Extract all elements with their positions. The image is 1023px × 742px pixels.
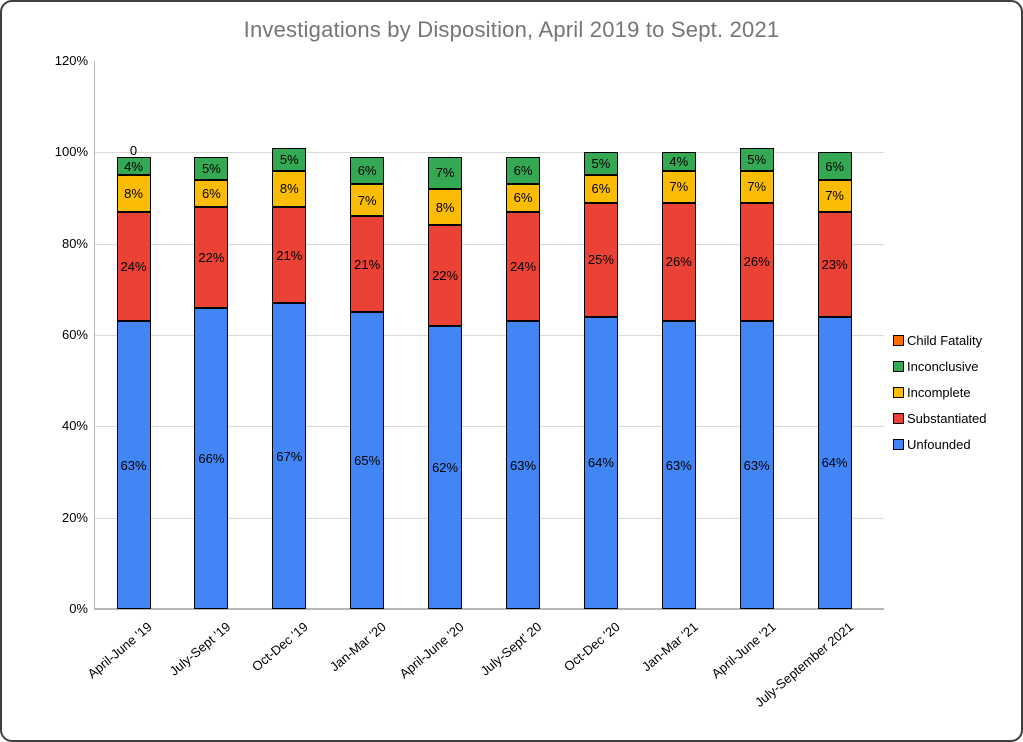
x-axis-tick-label: Oct-Dec '20 (560, 619, 623, 675)
y-axis-tick-label: 120% (54, 53, 88, 68)
bar-segment-unfounded: 64% (817, 316, 852, 609)
bar-segment-unfounded: 64% (583, 316, 618, 609)
bar-segment-inconclusive: 6% (350, 156, 385, 185)
x-axis-tick-label: April-June '20 (396, 619, 467, 682)
legend-swatch (893, 335, 904, 346)
y-axis-tick-label: 40% (61, 418, 88, 434)
gridline (94, 426, 884, 428)
legend-label: Child Fatality (907, 333, 983, 348)
x-axis-tick-label: July-Sept '19 (166, 619, 234, 679)
legend-swatch (893, 413, 904, 424)
legend-item-substantiated: Substantiated (893, 411, 987, 426)
x-axis-tick-label: July-Sept' 20 (477, 619, 545, 679)
legend-swatch (893, 439, 904, 450)
bar-segment-inconclusive: 5% (739, 147, 774, 171)
legend-label: Incomplete (907, 385, 971, 400)
y-axis-tick-label: 80% (61, 235, 88, 251)
gridline (94, 152, 884, 154)
bar-segment-unfounded: 65% (350, 312, 385, 609)
bar-segment-substantiated: 22% (428, 225, 463, 326)
bar-segment-incomplete: 7% (817, 179, 852, 212)
bar-segment-incomplete: 7% (739, 170, 774, 203)
bar-segment-incomplete: 8% (272, 170, 307, 208)
y-axis-line (94, 61, 95, 609)
bar-segment-unfounded: 63% (116, 321, 151, 609)
bar-segment-unfounded: 63% (661, 321, 696, 609)
legend: Child Fatality Inconclusive Incomplete Subs… (893, 333, 987, 463)
bar-segment-substantiated: 22% (194, 207, 229, 308)
bar-segment-inconclusive: 4% (116, 156, 151, 176)
y-axis-tick-label: 20% (61, 509, 88, 525)
x-axis-tick-label: Jan-Mar '21 (638, 619, 701, 675)
bar-segment-substantiated: 25% (583, 202, 618, 317)
legend-label: Substantiated (907, 411, 987, 426)
bar-segment-unfounded: 63% (506, 321, 540, 609)
bar-segment-inconclusive: 6% (817, 152, 852, 180)
legend-label: Inconclusive (907, 359, 979, 374)
legend-swatch (893, 361, 904, 372)
gridline (94, 517, 884, 519)
x-axis-tick-label: April-June '21 (708, 619, 779, 682)
bar-segment-incomplete: 6% (506, 184, 540, 212)
legend-item-child-fatality: Child Fatality (893, 333, 987, 348)
bar-segment-inconclusive: 6% (506, 156, 540, 185)
legend-item-inconclusive: Inconclusive (893, 359, 987, 374)
bar-segment-unfounded: 62% (428, 325, 463, 609)
gridline (94, 335, 884, 336)
bar-segment-incomplete: 8% (116, 175, 151, 212)
y-axis-tick-label: 60% (61, 327, 88, 342)
bar-segment-inconclusive: 5% (194, 156, 229, 180)
legend-item-unfounded: Unfounded (893, 437, 987, 452)
gridline (94, 243, 884, 245)
bar-segment-incomplete: 8% (428, 188, 463, 226)
bar-segment-incomplete: 7% (661, 170, 696, 203)
y-axis-tick-label: 0% (69, 601, 88, 616)
bar-segment-substantiated: 26% (739, 202, 774, 322)
bar-segment-unfounded: 67% (272, 303, 307, 609)
bar-segment-substantiated: 24% (116, 211, 151, 322)
legend-label: Unfounded (907, 437, 971, 452)
bar-segment-substantiated: 26% (661, 202, 696, 322)
bar-segment-inconclusive: 5% (272, 147, 307, 171)
bar-segment-incomplete: 6% (583, 175, 618, 203)
x-axis-tick-label: Oct-Dec '19 (249, 619, 311, 675)
bar-segment-inconclusive: 7% (428, 156, 463, 189)
zero-value-label-child-fatality: 0 (129, 142, 138, 158)
bar-segment-unfounded: 63% (739, 321, 774, 609)
bar-segment-unfounded: 66% (194, 307, 229, 609)
bar-segment-substantiated: 21% (350, 216, 385, 313)
bar-segment-inconclusive: 4% (661, 152, 696, 171)
bar-segment-substantiated: 23% (817, 211, 852, 317)
x-axis-baseline (94, 608, 884, 610)
chart-title: Investigations by Disposition, April 201… (243, 17, 780, 42)
bar-segment-substantiated: 21% (272, 207, 307, 304)
bar-segment-incomplete: 6% (194, 179, 229, 208)
y-axis-tick-label: 100% (54, 144, 88, 160)
x-axis-tick-label: April-June '19 (84, 619, 156, 682)
bar-segment-substantiated: 24% (506, 211, 540, 322)
legend-swatch (893, 387, 904, 398)
bar-segment-incomplete: 7% (350, 184, 385, 217)
x-axis-tick-label: Jan-Mar '20 (326, 619, 389, 675)
bar-segment-inconclusive: 5% (583, 152, 618, 176)
legend-item-incomplete: Incomplete (893, 385, 987, 400)
